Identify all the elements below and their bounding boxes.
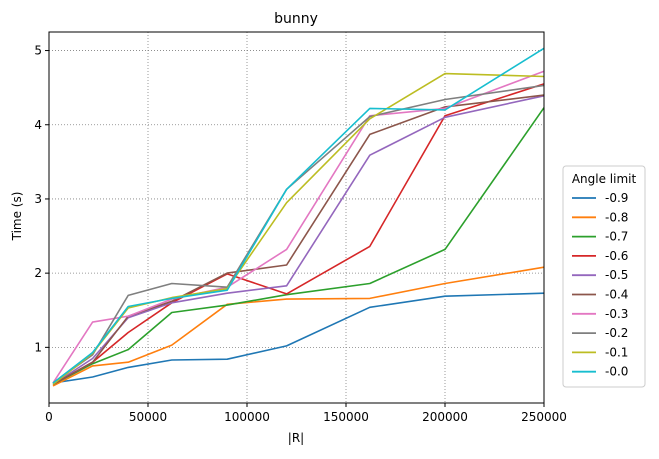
legend: Angle limit -0.9 -0.8 -0.7 -0.6 -0.5 -0.4 -0.3… <box>562 165 646 388</box>
chart-title: bunny <box>274 11 318 27</box>
legend-entry-label: -0.5 <box>605 268 628 282</box>
legend-entry-label: -0.6 <box>605 249 628 263</box>
x-axis-ticks: 0 50000 100000 150000 200000 250000 <box>45 403 567 424</box>
legend-title: Angle limit <box>572 172 637 186</box>
grid <box>48 32 545 403</box>
series-line-5 <box>52 94 545 386</box>
legend-entry-label: -0.9 <box>605 191 628 205</box>
y-tick-label: 3 <box>34 192 42 206</box>
x-tick-label: 200000 <box>422 410 468 424</box>
series-line-3 <box>52 83 545 386</box>
series-line-4 <box>52 95 545 386</box>
legend-entry-label: -0.7 <box>605 230 628 244</box>
x-axis-label: |R| <box>288 431 304 445</box>
y-tick-label: 1 <box>34 340 42 354</box>
legend-entry-label: -0.0 <box>605 365 628 379</box>
legend-entry-label: -0.3 <box>605 307 628 321</box>
plot-frame <box>48 31 545 404</box>
x-tick-label: 0 <box>45 410 53 424</box>
x-tick-label: 150000 <box>323 410 369 424</box>
y-tick-label: 4 <box>34 118 42 132</box>
y-axis-ticks: 1 2 3 4 5 <box>34 44 49 354</box>
legend-entry-label: -0.2 <box>605 326 628 340</box>
legend-entry-label: -0.1 <box>605 345 628 359</box>
x-tick-label: 50000 <box>129 410 167 424</box>
legend-box <box>562 165 646 388</box>
series-line-0 <box>52 292 545 384</box>
series-line-6 <box>52 70 545 384</box>
series-lines <box>52 47 545 387</box>
legend-entry-label: -0.4 <box>605 288 628 302</box>
x-tick-label: 100000 <box>224 410 270 424</box>
x-tick-label: 250000 <box>521 410 567 424</box>
series-line-7 <box>52 84 545 384</box>
legend-entry-label: -0.8 <box>605 210 628 224</box>
y-tick-label: 5 <box>34 44 42 58</box>
series-line-9 <box>52 47 545 384</box>
y-tick-label: 2 <box>34 266 42 280</box>
series-line-2 <box>52 107 545 386</box>
y-axis-label: Time (s) <box>10 192 24 242</box>
